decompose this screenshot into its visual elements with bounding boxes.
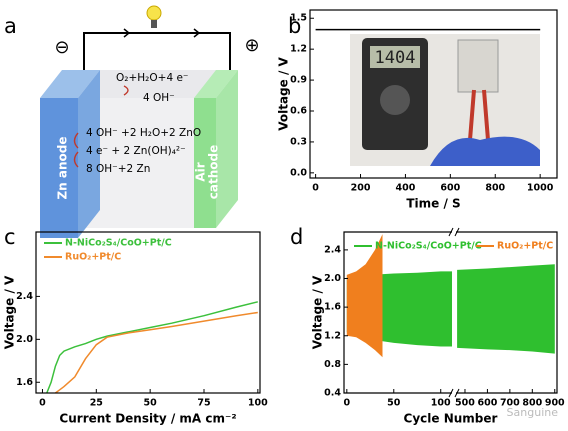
chart-d: d 0.4 0.8 1.2 1.6 2.0 2.4 0 50 100 500 600 700 800 900… (290, 225, 565, 426)
inset-photo: 1404 (350, 34, 540, 166)
y-tick-label: 1.6 (324, 302, 341, 313)
bulb-base (151, 20, 157, 28)
x-tick-label: 1000 (527, 183, 554, 194)
chart-b: b 0.0 0.3 0.6 0.9 1.2 1.5 0 200 400 600 800 1000 Volt… (277, 9, 558, 211)
x-tick-label: 600 (440, 183, 460, 194)
x-tick-label: 75 (197, 398, 210, 409)
legend-label: N-NiCo₂S₄/CoO+Pt/C (65, 238, 172, 249)
anode-label: Zn anode (56, 136, 70, 199)
y-tick-label: 2.0 (16, 334, 33, 345)
x-tick-label: 0 (39, 398, 46, 409)
multimeter-lcd (370, 46, 420, 68)
x-tick-label: 800 (522, 398, 542, 409)
reaction: 4 OH⁻ +2 H₂O+2 ZnO (86, 127, 201, 139)
series-line (46, 301, 258, 394)
y-tick-label: 0.0 (290, 167, 307, 178)
y-tick-label: 2.4 (16, 291, 33, 302)
y-tick-label: 0.4 (324, 388, 341, 399)
x-tick-label: 700 (500, 398, 520, 409)
cycling-band (346, 234, 383, 358)
y-tick-label: 2.4 (324, 244, 341, 255)
legend-label: N-NiCo₂S₄/CoO+Pt/C (375, 241, 482, 252)
electrolyte (78, 98, 216, 228)
y-tick-label: 1.5 (290, 13, 307, 24)
reaction: 8 OH⁻+2 Zn (86, 163, 150, 175)
x-tick-label: 0 (312, 183, 319, 194)
x-tick-label: 200 (351, 183, 371, 194)
legend-label: RuO₂+Pt/C (497, 241, 553, 252)
x-axis-title: Current Density / mA cm⁻² (59, 412, 236, 426)
wire (83, 32, 231, 70)
x-tick-label: 900 (545, 398, 565, 409)
reaction: 4 OH⁻ (143, 92, 175, 104)
panel-label: c (4, 225, 16, 249)
plus-terminal: ⊕ (244, 35, 259, 56)
axis-frame (35, 231, 261, 394)
leads (468, 89, 490, 141)
axis-break (448, 227, 460, 398)
y-tick-label: 0.6 (290, 106, 307, 117)
anode-front (40, 98, 78, 238)
cathode-top (194, 70, 238, 98)
reaction-arrows (73, 85, 129, 168)
reaction: O₂+H₂O+4 e⁻ (116, 72, 188, 84)
x-tick-label: 0 (344, 398, 351, 409)
panel-label: a (4, 14, 17, 38)
y-axis-title: Voltage / V (311, 275, 325, 349)
x-tick-label: 25 (90, 398, 103, 409)
glove (430, 136, 540, 166)
minus-terminal: ⊖ (54, 37, 69, 58)
cathode-label: cathode (207, 145, 221, 199)
electrolyte-top (78, 70, 238, 98)
anode-top (40, 70, 100, 98)
x-tick-label: 600 (478, 398, 498, 409)
x-axis-title: Time / S (406, 197, 460, 211)
battery-cell (457, 39, 499, 93)
legend-label: RuO₂+Pt/C (65, 252, 121, 263)
x-tick-label: 400 (396, 183, 416, 194)
cathode-side (216, 70, 238, 228)
x-tick-label: 50 (144, 398, 158, 409)
y-axis-title: Voltage / V (3, 275, 17, 349)
watermark: Sanguine (507, 406, 559, 419)
reaction: 4 e⁻ + 2 Zn(OH)₄²⁻ (86, 145, 186, 157)
y-tick-label: 1.2 (324, 330, 341, 341)
x-tick-label: 50 (387, 398, 401, 409)
axis-frame (343, 231, 558, 394)
y-axis-title: Voltage / V (277, 57, 291, 131)
anode-side (78, 70, 100, 238)
x-tick-label: 100 (431, 398, 451, 409)
axis-frame (309, 9, 558, 179)
bulb (146, 5, 162, 21)
y-tick-label: 0.9 (290, 75, 307, 86)
y-tick-label: 0.8 (324, 359, 341, 370)
x-tick-label: 800 (485, 183, 505, 194)
panel-label: d (290, 225, 303, 249)
x-tick-label: 100 (248, 398, 268, 409)
series-line (54, 311, 258, 394)
cycling-band (457, 264, 555, 354)
x-tick-label: 500 (455, 398, 475, 409)
arrows (108, 28, 201, 38)
cathode-label: Air (194, 162, 208, 181)
multimeter-dial (380, 85, 410, 115)
y-tick-label: 2.0 (324, 273, 341, 284)
battery-diagram: a ⊖ ⊕ O₂+H₂O+4 e⁻ 4 OH⁻ 4 OH⁻ +2 H₂O+2 Z… (4, 5, 260, 238)
x-axis-title: Cycle Number (404, 412, 498, 426)
y-tick-label: 1.2 (290, 44, 307, 55)
y-tick-label: 1.6 (16, 377, 33, 388)
panel-label: b (288, 14, 301, 38)
cathode-front (194, 98, 216, 228)
chart-c: c 1.6 2.0 2.4 0 25 50 75 100 Voltage / V Current D… (3, 225, 269, 426)
y-tick-label: 0.3 (290, 136, 307, 147)
lcd-reading: 1404 (375, 48, 416, 68)
